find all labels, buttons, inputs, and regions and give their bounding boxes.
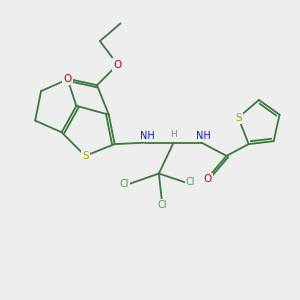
Text: S: S [82,151,88,161]
Text: O: O [63,74,72,84]
Text: NH: NH [196,131,210,141]
Text: O: O [113,60,122,70]
Text: Cl: Cl [186,177,195,188]
Text: Cl: Cl [157,200,166,210]
Text: O: O [203,174,211,184]
Text: Cl: Cl [119,179,129,189]
Text: H: H [170,130,177,139]
Text: NH: NH [140,131,154,141]
Text: S: S [235,112,242,123]
